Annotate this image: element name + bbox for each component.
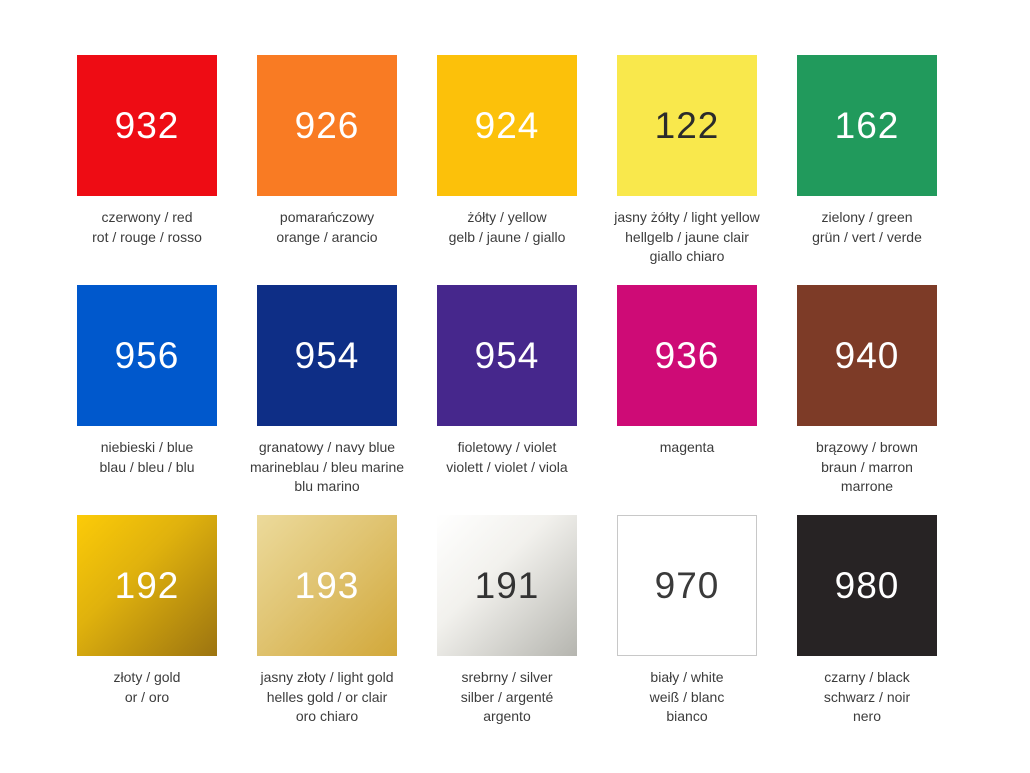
color-swatch-926: 926 (257, 55, 397, 196)
color-number: 954 (474, 334, 540, 376)
color-label-line: zielony / green (821, 209, 913, 225)
color-cell-162: 162 zielony / green grün / vert / verde (777, 55, 957, 285)
color-label-line: biały / white (650, 669, 724, 685)
color-cell-940: 940 brązowy / brown braun / marron marro… (777, 285, 957, 515)
color-label-line: jasny złoty / light gold (260, 669, 394, 685)
color-swatch-193: 193 (257, 515, 397, 656)
color-cell-970: 970 biały / white weiß / blanc bianco (597, 515, 777, 745)
color-label-line: gelb / jaune / giallo (448, 228, 566, 245)
color-swatch-122: 122 (617, 55, 757, 196)
color-number: 932 (114, 104, 180, 146)
color-cell-936: 936 magenta (597, 285, 777, 515)
color-number: 970 (654, 564, 720, 606)
color-label-line: niebieski / blue (100, 439, 194, 455)
color-cell-980: 980 czarny / black schwarz / noir nero (777, 515, 957, 745)
color-label-line: magenta (659, 439, 715, 455)
color-number: 954 (294, 334, 360, 376)
color-number: 191 (474, 564, 540, 606)
color-label-line: pomarańczowy (279, 209, 375, 225)
color-label-line: jasny żółty / light yellow (614, 209, 760, 225)
color-labels: niebieski / blue blau / bleu / blu (52, 438, 242, 477)
color-cell-193: 193 jasny złoty / light gold helles gold… (237, 515, 417, 745)
color-cell-191: 191 srebrny / silver silber / argenté ar… (417, 515, 597, 745)
color-number: 192 (114, 564, 180, 606)
color-labels: pomarańczowy orange / arancio (232, 208, 422, 247)
color-label-line: silber / argenté (460, 688, 554, 705)
color-label-line: złoty / gold (113, 669, 181, 685)
color-number: 924 (474, 104, 540, 146)
color-label-line: schwarz / noir (823, 688, 911, 705)
color-cell-954-navy: 954 granatowy / navy blue marineblau / b… (237, 285, 417, 515)
color-swatch-956: 956 (77, 285, 217, 426)
color-label-line: orange / arancio (276, 228, 378, 245)
color-label-line: oro chiaro (295, 708, 359, 724)
color-label-line: helles gold / or clair (266, 688, 388, 705)
color-labels: czerwony / red rot / rouge / rosso (52, 208, 242, 247)
color-swatch-191: 191 (437, 515, 577, 656)
color-label-line: rot / rouge / rosso (92, 228, 202, 245)
color-number: 162 (834, 104, 900, 146)
color-label-line: argento (483, 708, 531, 724)
color-label-line: weiß / blanc (649, 688, 725, 705)
color-number: 193 (294, 564, 360, 606)
color-swatch-954-violet: 954 (437, 285, 577, 426)
color-swatch-192: 192 (77, 515, 217, 656)
color-palette-grid: 932 czerwony / red rot / rouge / rosso 9… (57, 55, 957, 745)
color-swatch-932: 932 (77, 55, 217, 196)
color-cell-926: 926 pomarańczowy orange / arancio (237, 55, 417, 285)
color-swatch-970: 970 (617, 515, 757, 656)
color-label-line: violett / violet / viola (446, 458, 568, 475)
color-label-line: brązowy / brown (816, 439, 918, 455)
color-number: 956 (114, 334, 180, 376)
color-swatch-980: 980 (797, 515, 937, 656)
color-label-line: nero (852, 708, 882, 724)
color-cell-954-violet: 954 fioletowy / violet violett / violet … (417, 285, 597, 515)
color-swatch-924: 924 (437, 55, 577, 196)
color-labels: jasny żółty / light yellow hellgelb / ja… (592, 208, 782, 267)
color-label-line: blau / bleu / blu (99, 458, 195, 475)
color-label-line: hellgelb / jaune clair (625, 228, 749, 245)
color-label-line: marrone (840, 478, 894, 494)
color-swatch-940: 940 (797, 285, 937, 426)
color-swatch-936: 936 (617, 285, 757, 426)
color-cell-924: 924 żółty / yellow gelb / jaune / giallo (417, 55, 597, 285)
color-label-line: braun / marron (821, 458, 913, 475)
color-label-line: żółty / yellow (467, 209, 547, 225)
color-swatch-954-navy: 954 (257, 285, 397, 426)
color-labels: granatowy / navy blue marineblau / bleu … (232, 438, 422, 497)
color-cell-932: 932 czerwony / red rot / rouge / rosso (57, 55, 237, 285)
color-labels: jasny złoty / light gold helles gold / o… (232, 668, 422, 727)
color-labels: srebrny / silver silber / argenté argent… (412, 668, 602, 727)
color-labels: złoty / gold or / oro (52, 668, 242, 707)
color-swatch-162: 162 (797, 55, 937, 196)
color-number: 122 (654, 104, 720, 146)
color-label-line: czerwony / red (101, 209, 193, 225)
color-number: 980 (834, 564, 900, 606)
color-label-line: fioletowy / violet (457, 439, 557, 455)
color-label-line: srebrny / silver (461, 669, 553, 685)
color-label-line: bianco (666, 708, 708, 724)
color-number: 936 (654, 334, 720, 376)
color-number: 926 (294, 104, 360, 146)
color-labels: brązowy / brown braun / marron marrone (772, 438, 962, 497)
color-cell-192: 192 złoty / gold or / oro (57, 515, 237, 745)
color-number: 940 (834, 334, 900, 376)
color-label-line: czarny / black (824, 669, 910, 685)
color-labels: czarny / black schwarz / noir nero (772, 668, 962, 727)
color-labels: zielony / green grün / vert / verde (772, 208, 962, 247)
color-label-line: granatowy / navy blue (258, 439, 396, 455)
color-labels: fioletowy / violet violett / violet / vi… (412, 438, 602, 477)
color-label-line: or / oro (124, 688, 170, 705)
color-label-line: giallo chiaro (649, 248, 725, 264)
color-labels: biały / white weiß / blanc bianco (592, 668, 782, 727)
color-labels: magenta (592, 438, 782, 458)
color-cell-122: 122 jasny żółty / light yellow hellgelb … (597, 55, 777, 285)
color-label-line: blu marino (294, 478, 360, 494)
color-labels: żółty / yellow gelb / jaune / giallo (412, 208, 602, 247)
color-cell-956: 956 niebieski / blue blau / bleu / blu (57, 285, 237, 515)
color-label-line: marineblau / bleu marine (249, 458, 405, 475)
color-label-line: grün / vert / verde (812, 228, 922, 245)
